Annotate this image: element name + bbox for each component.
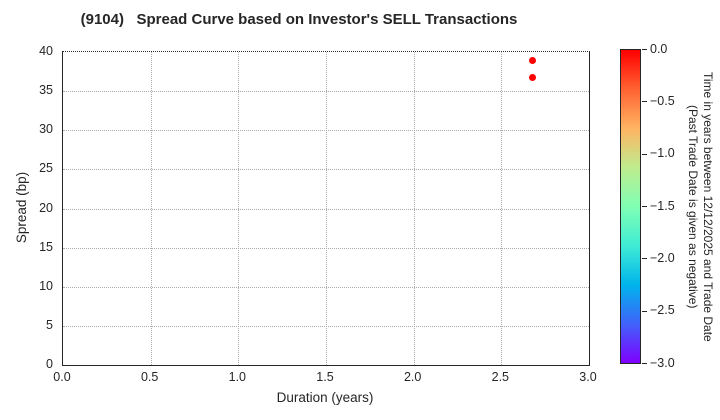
colorbar-label-line2: (Past Trade Date is given as negative) <box>686 104 700 309</box>
colorbar-tick <box>642 101 647 103</box>
colorbar-tick-label: −0.5 <box>650 93 675 108</box>
x-tick-label: 1.5 <box>316 370 334 384</box>
y-tick-label: 5 <box>46 317 53 332</box>
grid-line-horizontal <box>63 247 589 249</box>
y-tick-label: 15 <box>39 239 53 254</box>
colorbar-tick <box>642 258 647 260</box>
colorbar-tick <box>642 153 647 155</box>
grid-line-horizontal <box>63 325 589 327</box>
data-point <box>529 73 537 81</box>
grid-line-horizontal <box>63 286 589 288</box>
y-tick-label: 40 <box>39 44 53 58</box>
x-axis-label: Duration (years) <box>276 390 374 405</box>
colorbar-label: Time in years between 12/12/2025 and Tra… <box>683 49 715 364</box>
colorbar <box>620 49 641 364</box>
grid-line-horizontal <box>63 130 589 132</box>
x-tick-label: 1.0 <box>228 370 247 384</box>
colorbar-tick-label: −2.0 <box>650 250 675 265</box>
y-tick-label: 35 <box>39 83 53 98</box>
colorbar-tick-label: −1.5 <box>650 198 675 213</box>
colorbar-tick <box>642 49 647 50</box>
y-tick-label: 0 <box>46 357 53 371</box>
y-tick-label: 30 <box>39 122 53 137</box>
colorbar-tick-label: 0.0 <box>650 41 668 56</box>
colorbar-tick-label: −3.0 <box>650 355 675 370</box>
colorbar-tick <box>642 363 647 364</box>
x-tick-label: 0.0 <box>53 370 71 384</box>
colorbar-label-line1: Time in years between 12/12/2025 and Tra… <box>701 71 715 342</box>
x-tick-label: 2.0 <box>403 370 422 384</box>
grid-line-horizontal <box>63 91 589 93</box>
y-tick-label: 20 <box>39 200 53 215</box>
grid-line-horizontal <box>63 169 589 171</box>
colorbar-tick-label: −1.0 <box>650 146 675 161</box>
colorbar-tick <box>642 310 647 312</box>
chart-title: (9104) Spread Curve based on Investor's … <box>80 11 518 28</box>
x-tick-label: 0.5 <box>140 370 159 384</box>
colorbar-tick-label: −2.5 <box>650 303 675 318</box>
x-tick-label: 2.5 <box>491 370 510 384</box>
grid-line-horizontal <box>63 208 589 210</box>
colorbar-tick <box>642 206 647 207</box>
plot-area <box>62 51 590 366</box>
y-tick-label: 25 <box>39 161 53 176</box>
data-point <box>529 57 537 65</box>
x-tick-label: 3.0 <box>579 370 597 384</box>
y-tick-label: 10 <box>39 278 53 293</box>
